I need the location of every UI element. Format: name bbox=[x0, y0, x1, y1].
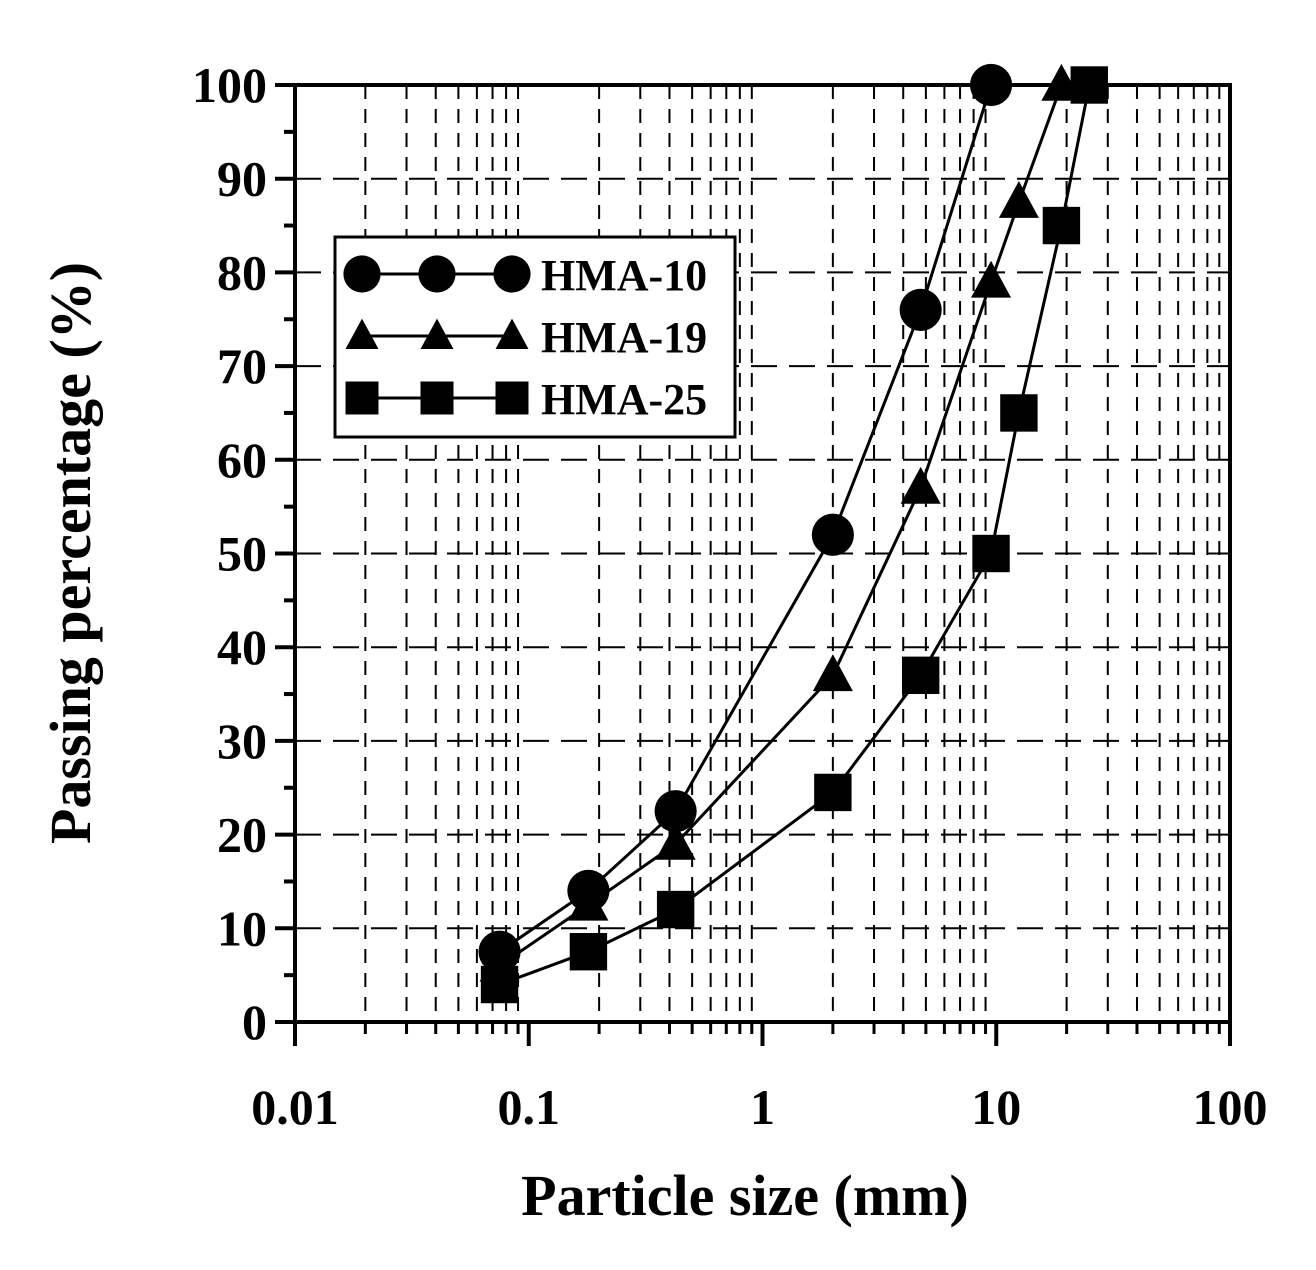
data-point bbox=[1000, 394, 1038, 432]
data-point bbox=[969, 63, 1013, 107]
legend-label: HMA-10 bbox=[541, 251, 707, 300]
data-point bbox=[569, 933, 608, 971]
legend-item-hma-10: HMA-10 bbox=[343, 251, 707, 300]
axis-ticks: 0 10 20 30 40 50 60 70 80 90 100 0.01 0.1 1 10 100 bbox=[192, 57, 1268, 1135]
y-tick-label: 60 bbox=[217, 432, 267, 488]
data-point bbox=[480, 965, 519, 1004]
series-hma-10 bbox=[478, 63, 1013, 973]
y-tick-label: 30 bbox=[217, 713, 267, 769]
legend-marker bbox=[420, 318, 454, 350]
legend-label: HMA-19 bbox=[541, 313, 707, 362]
data-point bbox=[812, 654, 853, 692]
legend-item-hma-19: HMA-19 bbox=[345, 313, 707, 362]
data-point bbox=[971, 260, 1012, 298]
data-point bbox=[899, 288, 942, 331]
legend: HMA-10 HMA-19 HMA-25 bbox=[333, 235, 737, 439]
series-line-hma-25 bbox=[498, 84, 1091, 986]
legend-marker bbox=[495, 318, 529, 350]
y-tick-label: 70 bbox=[217, 338, 267, 394]
y-tick-label: 10 bbox=[217, 900, 267, 956]
data-point bbox=[655, 822, 696, 860]
x-tick-label: 10 bbox=[971, 1079, 1021, 1135]
data-point bbox=[568, 883, 609, 921]
legend-marker bbox=[345, 318, 379, 350]
legend-marker bbox=[495, 381, 529, 415]
y-tick-label: 20 bbox=[217, 807, 267, 863]
legend-marker bbox=[493, 255, 531, 293]
y-tick-label: 40 bbox=[217, 619, 267, 675]
y-axis-label: Passing percentage (%) bbox=[38, 262, 103, 844]
legend-box bbox=[333, 235, 737, 439]
data-point bbox=[1070, 66, 1108, 104]
y-tick-label: 100 bbox=[192, 57, 267, 113]
data-point bbox=[656, 890, 695, 929]
data-point bbox=[811, 513, 854, 556]
series-hma-19 bbox=[479, 63, 1082, 982]
x-tick-label: 100 bbox=[1193, 1079, 1268, 1135]
series-line-hma-10 bbox=[498, 84, 993, 953]
y-tick-label: 0 bbox=[242, 994, 267, 1050]
legend-marker bbox=[420, 381, 454, 415]
y-tick-label: 90 bbox=[217, 151, 267, 207]
legend-marker bbox=[418, 255, 456, 293]
legend-item-hma-25: HMA-25 bbox=[345, 375, 707, 424]
x-tick-label: 0.01 bbox=[251, 1079, 339, 1135]
data-point bbox=[900, 466, 941, 504]
data-point bbox=[654, 790, 697, 833]
data-point bbox=[901, 656, 940, 695]
legend-marker bbox=[345, 381, 379, 415]
data-point bbox=[972, 534, 1010, 573]
legend-marker bbox=[343, 255, 381, 293]
x-axis-label: Particle size (mm) bbox=[521, 1163, 969, 1228]
x-tick-label: 1 bbox=[750, 1079, 775, 1135]
y-tick-label: 80 bbox=[217, 244, 267, 300]
data-point bbox=[1042, 206, 1081, 245]
series-hma-25 bbox=[480, 66, 1108, 1004]
data-point bbox=[998, 181, 1039, 218]
grid bbox=[295, 85, 1230, 1022]
data-point bbox=[814, 773, 852, 812]
y-tick-label: 50 bbox=[217, 526, 267, 582]
series-group bbox=[478, 63, 1108, 1004]
legend-label: HMA-25 bbox=[541, 375, 707, 424]
x-tick-label: 0.1 bbox=[498, 1079, 561, 1135]
